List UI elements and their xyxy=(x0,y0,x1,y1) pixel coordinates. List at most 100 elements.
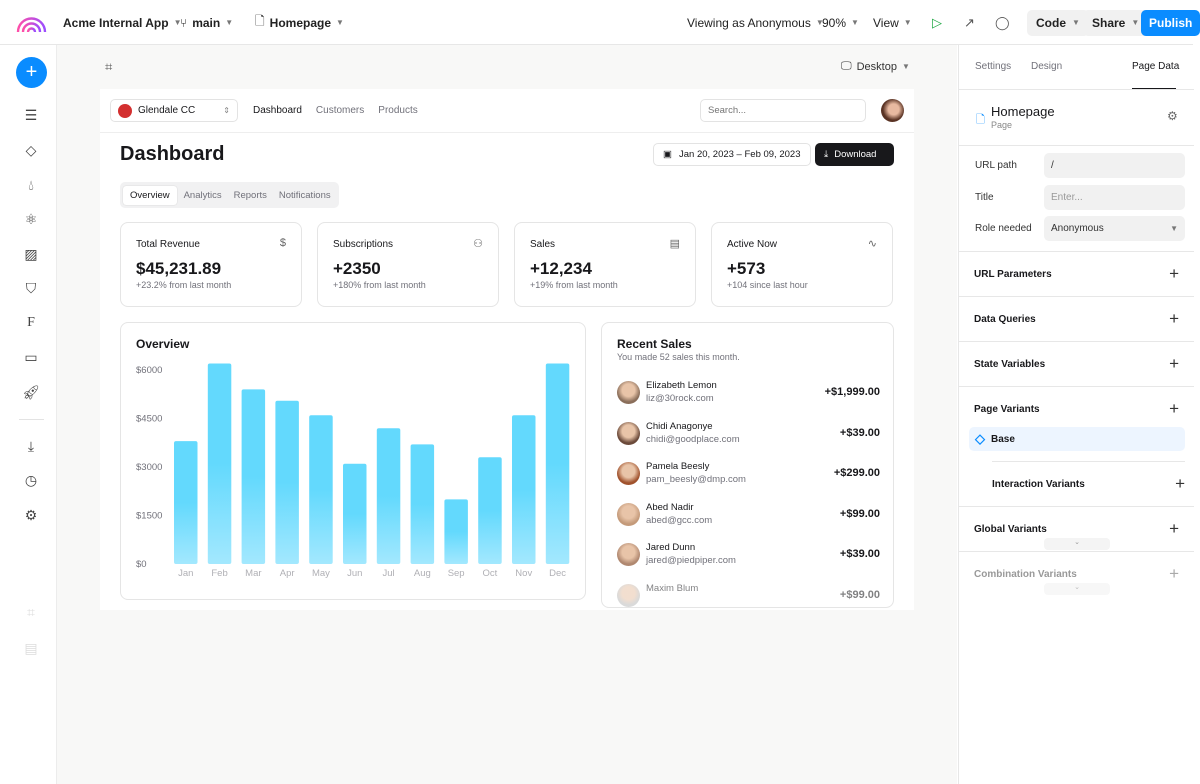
atom-icon[interactable]: ⚛ xyxy=(24,210,38,227)
stat-value: +2350 xyxy=(333,259,381,278)
publish-button[interactable]: Publish xyxy=(1141,9,1200,36)
role-select[interactable]: Anonymous ▼ xyxy=(1044,216,1185,241)
tab-overview[interactable]: Overview xyxy=(123,185,177,205)
branch-name: main xyxy=(192,15,221,30)
bar-feb[interactable] xyxy=(207,363,232,564)
share-button[interactable]: Share ▼ xyxy=(1083,9,1149,36)
plus-icon[interactable]: + xyxy=(1169,354,1179,373)
section-global-variants[interactable]: Global Variants + xyxy=(959,506,1194,551)
branch-selector[interactable]: ⑂ main ▼ xyxy=(180,0,233,45)
section-label: Data Queries xyxy=(974,313,1036,325)
settings-icon[interactable]: ⚙ xyxy=(24,506,38,523)
section-url-parameters[interactable]: URL Parameters + xyxy=(959,251,1194,296)
nav-products[interactable]: Products xyxy=(378,105,418,116)
plus-icon[interactable]: + xyxy=(1175,474,1185,493)
rocket-icon[interactable]: 🚀︎ xyxy=(22,383,40,400)
comment-icon[interactable]: ◯ xyxy=(995,14,1010,30)
bar-jun[interactable] xyxy=(343,463,367,564)
chevron-down-icon: ▼ xyxy=(1072,18,1080,27)
responsive-icon[interactable]: ▭ xyxy=(24,348,38,365)
customer-name: Jared Dunn xyxy=(646,542,696,553)
tab-design[interactable]: Design xyxy=(1031,61,1063,72)
user-avatar[interactable] xyxy=(881,99,904,122)
nav-dashboard[interactable]: Dashboard xyxy=(253,105,302,116)
plus-icon[interactable]: + xyxy=(1169,309,1179,328)
section-state-variables[interactable]: State Variables + xyxy=(959,341,1194,386)
variant-base[interactable]: ◇ Base xyxy=(969,427,1185,451)
plus-icon[interactable]: + xyxy=(1169,519,1179,538)
plug-icon[interactable]: ⛉ xyxy=(25,279,37,296)
chevron-down-icon: ▼ xyxy=(1131,18,1140,27)
view-menu[interactable]: View ▼ xyxy=(873,0,912,45)
bar-jul[interactable] xyxy=(376,428,401,564)
date-range-picker[interactable]: ▣ Jan 20, 2023 – Feb 09, 2023 xyxy=(653,143,811,166)
view-label: View xyxy=(873,15,899,30)
tab-page-data[interactable]: Page Data xyxy=(1132,61,1180,72)
share-label: Share xyxy=(1092,15,1126,30)
bar-sep[interactable] xyxy=(444,499,468,564)
device-selector[interactable]: 🖵 Desktop ▼ xyxy=(841,60,910,73)
font-icon[interactable]: F xyxy=(27,315,35,330)
bar-jan[interactable] xyxy=(174,441,198,564)
section-page-variants[interactable]: Page Variants + xyxy=(959,386,1194,431)
zoom-selector[interactable]: 90% ▼ xyxy=(822,0,859,45)
bar-mar[interactable] xyxy=(241,389,266,564)
help-icon[interactable]: ▤ xyxy=(24,639,38,656)
history-icon[interactable]: ◷ xyxy=(24,471,38,488)
org-switcher[interactable]: Glendale CC ⇕ xyxy=(110,99,238,122)
customer-name: Pamela Beesly xyxy=(646,461,710,472)
import-icon[interactable]: ⤓ xyxy=(27,437,35,454)
code-button[interactable]: Code ▼ xyxy=(1027,9,1089,36)
section-interaction-variants[interactable]: Interaction Variants + xyxy=(992,461,1185,506)
bar-dec[interactable] xyxy=(545,363,570,564)
tab-analytics[interactable]: Analytics xyxy=(183,189,222,201)
viewing-as-selector[interactable]: Viewing as Anonymous ▼ xyxy=(687,0,824,45)
add-button[interactable]: + xyxy=(16,57,47,88)
play-icon[interactable]: ▷ xyxy=(932,14,942,30)
bar-oct[interactable] xyxy=(478,457,502,564)
divider xyxy=(19,419,44,420)
section-combination-variants[interactable]: Combination Variants + xyxy=(959,551,1194,596)
git-branch-icon: ⑂ xyxy=(180,15,188,30)
recent-sales-subtitle: You made 52 sales this month. xyxy=(617,352,740,362)
stat-card: Subscriptions ⚇ +2350 +180% from last mo… xyxy=(317,222,499,307)
plus-icon[interactable]: + xyxy=(1169,264,1179,283)
right-panel: Settings Design Page Data 🗋 Homepage Pag… xyxy=(958,45,1194,784)
component-icon[interactable]: ◇ xyxy=(25,141,37,158)
chevron-down-icon: ▼ xyxy=(903,18,912,27)
external-link-icon[interactable]: ↗ xyxy=(964,14,975,30)
x-tick-label: Feb xyxy=(211,568,227,579)
stat-card: Total Revenue $ $45,231.89 +23.2% from l… xyxy=(120,222,302,307)
tab-settings[interactable]: Settings xyxy=(975,61,1012,72)
bar-may[interactable] xyxy=(309,415,333,564)
sale-row: Jared Dunn jared@piedpiper.com +$39.00 xyxy=(617,540,880,570)
bar-nov[interactable] xyxy=(512,415,536,564)
image-icon[interactable]: ▨ xyxy=(24,245,38,262)
search-input[interactable] xyxy=(700,99,866,122)
download-button[interactable]: ⤓ Download xyxy=(815,143,894,166)
chevron-down-icon[interactable]: ⌄ xyxy=(1044,583,1110,595)
left-rail: + ☰ ◇ 💧︎ ⚛ ▨ ⛉ F ▭ 🚀︎ ⤓ ◷ ⚙ ⌗ ▤ xyxy=(0,45,57,784)
tab-notifications[interactable]: Notifications xyxy=(278,189,331,201)
sale-amount: +$39.00 xyxy=(839,426,880,439)
outline-icon[interactable]: ☰ xyxy=(24,106,38,123)
gear-icon[interactable]: ⚙ xyxy=(1167,109,1178,123)
style-drop-icon[interactable]: 💧︎ xyxy=(28,176,34,193)
sale-row: Abed Nadir abed@gcc.com +$99.00 xyxy=(617,500,880,530)
section-data-queries[interactable]: Data Queries + xyxy=(959,296,1194,341)
figma-icon[interactable]: ⌗ xyxy=(27,603,35,620)
nav-customers[interactable]: Customers xyxy=(315,105,365,116)
page-selector[interactable]: 🗋 Homepage ▼ xyxy=(255,0,344,45)
plus-icon[interactable]: + xyxy=(1169,399,1179,418)
plus-icon[interactable]: + xyxy=(1169,564,1179,583)
app-selector[interactable]: Acme Internal App ▼ xyxy=(63,0,182,45)
tab-reports[interactable]: Reports xyxy=(233,189,267,201)
bar-apr[interactable] xyxy=(275,400,299,564)
x-tick-label: Jul xyxy=(382,568,394,579)
title-input[interactable]: Enter... xyxy=(1044,185,1185,210)
bar-aug[interactable] xyxy=(410,444,435,564)
url-path-input[interactable]: / xyxy=(1044,153,1185,178)
chevron-down-icon[interactable]: ⌄ xyxy=(1044,538,1110,550)
frame-icon[interactable]: ⌗ xyxy=(105,59,113,74)
section-label: State Variables xyxy=(974,358,1046,370)
